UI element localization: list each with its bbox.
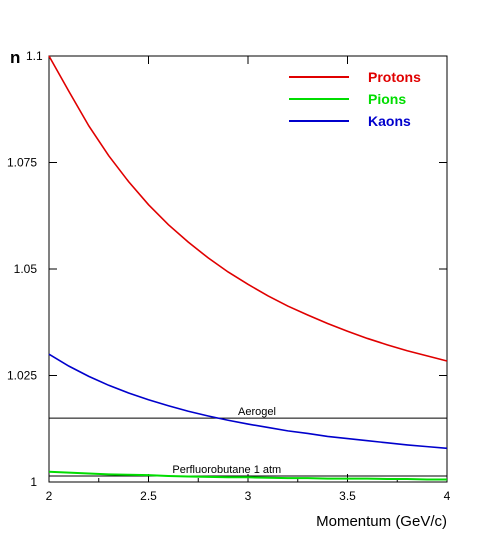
y-tick-label: 1.1 (26, 49, 43, 63)
legend-label: Kaons (368, 113, 411, 129)
x-tick-label: 4 (444, 489, 451, 503)
x-tick-label: 3 (245, 489, 252, 503)
y-tick-label: 1.075 (7, 156, 37, 170)
y-tick-label: 1.05 (14, 262, 38, 276)
x-tick-label: 2.5 (140, 489, 157, 503)
reference-lines: Aerogel Perfluorobutane 1 atm (49, 406, 447, 476)
legend: Protons Pions Kaons (289, 69, 421, 129)
x-tick-label: 3.5 (339, 489, 356, 503)
reference-label: Aerogel (238, 406, 276, 418)
x-tick-label: 2 (46, 489, 53, 503)
series-line-kaons (49, 354, 447, 448)
x-axis-title: Momentum (GeV/c) (316, 513, 447, 530)
y-tick-label: 1 (30, 475, 37, 489)
legend-label: Pions (368, 91, 406, 107)
reference-label: Perfluorobutane 1 atm (172, 464, 281, 476)
y-axis-title: n (10, 48, 20, 67)
legend-label: Protons (368, 69, 421, 85)
y-tick-label: 1.025 (7, 369, 37, 383)
